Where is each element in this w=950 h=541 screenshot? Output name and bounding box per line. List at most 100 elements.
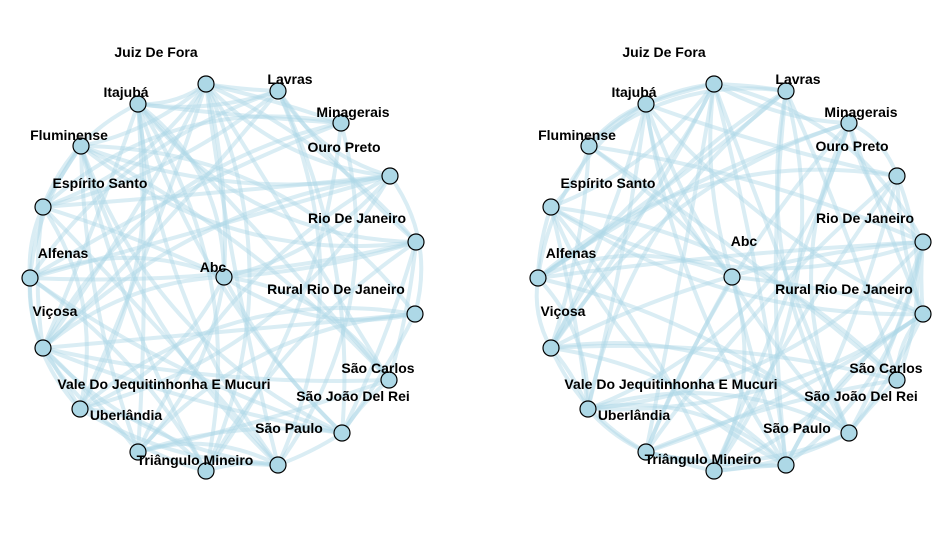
- edge-triangulo-mineiro-abc: [712, 275, 747, 473]
- edge-lavras-vicosa: [41, 89, 280, 350]
- edge-sao-paulo-abc: [730, 275, 788, 467]
- edge-sao-joao-del-rei-uberlandia: [644, 431, 851, 464]
- node-triangulo-mineiro: [197, 462, 215, 480]
- edge-rio-de-janeiro-abc: [222, 240, 418, 279]
- node-vicosa: [542, 339, 560, 357]
- node-label-sao-carlos: São Carlos: [849, 360, 922, 376]
- node-minagerais: [840, 114, 858, 132]
- edge-vicosa-fluminense: [549, 144, 591, 350]
- node-label-sao-joao-del-rei: São João Del Rei: [804, 388, 918, 404]
- node-alfenas: [21, 269, 39, 287]
- edge-fluminense-abc: [587, 144, 734, 279]
- edge-sao-carlos-fluminense: [79, 144, 391, 382]
- edge-sao-carlos-vicosa: [549, 343, 899, 382]
- edge-rural-rio-de-janeiro-sao-paulo: [784, 312, 925, 467]
- edge-juiz-de-fora-fluminense: [79, 82, 208, 148]
- edge-rio-de-janeiro-fluminense: [79, 144, 418, 249]
- node-sao-joao-del-rei: [333, 424, 351, 442]
- edge-ouro-preto-alfenas: [536, 167, 899, 280]
- node-label-espirito-santo: Espírito Santo: [561, 175, 656, 191]
- edge-rio-de-janeiro-sao-carlos: [387, 240, 418, 382]
- node-sao-carlos: [888, 371, 906, 389]
- edge-ouro-preto-espirito-santo: [41, 174, 392, 209]
- node-ouro-preto: [888, 167, 906, 185]
- edge-alfenas-abc: [536, 253, 734, 280]
- edge-minagerais-triangulo-mineiro: [712, 121, 851, 473]
- edge-minagerais-alfenas: [536, 121, 851, 280]
- edge-lavras-itajuba: [136, 89, 280, 109]
- edge-vale-do-jequitinhonha-e-mucuri-alfenas: [536, 276, 591, 411]
- node-label-sao-paulo: São Paulo: [255, 420, 323, 436]
- edge-sao-paulo-vicosa: [41, 346, 280, 467]
- node-sao-paulo: [269, 456, 287, 474]
- edge-minagerais-sao-paulo: [276, 121, 359, 467]
- node-juiz-de-fora: [705, 75, 723, 93]
- label-layer: Juiz De Fora Lavras Minagerais Ouro Preto Ri…: [30, 44, 415, 468]
- node-sao-joao-del-rei: [840, 424, 858, 442]
- node-label-minagerais: Minagerais: [824, 104, 897, 120]
- edge-rural-rio-de-janeiro-espirito-santo: [549, 205, 925, 317]
- edge-lavras-alfenas: [28, 89, 280, 280]
- label-layer: Juiz De Fora Lavras Minagerais Ouro Preto Ri…: [538, 44, 923, 467]
- node-fluminense: [580, 137, 598, 155]
- edge-ouro-preto-rural-rio-de-janeiro: [895, 174, 925, 316]
- edge-lavras-sao-paulo: [276, 89, 323, 467]
- edge-rural-rio-de-janeiro-vale-do-jequitinhonha-e-mucuri: [586, 312, 925, 412]
- edge-juiz-de-fora-vale-do-jequitinhonha-e-mucuri: [78, 82, 208, 411]
- network-graph-left: Juiz De Fora Lavras Minagerais Ouro Preto Ri…: [21, 44, 425, 480]
- node-abc: [215, 268, 233, 286]
- edge-rio-de-janeiro-fluminense: [587, 144, 925, 244]
- edge-lavras-ouro-preto: [276, 89, 392, 178]
- node-espirito-santo: [34, 198, 52, 216]
- node-itajuba: [129, 95, 147, 113]
- edge-juiz-de-fora-espirito-santo: [549, 82, 716, 209]
- edge-rural-rio-de-janeiro-sao-joao-del-rei: [340, 312, 417, 435]
- edge-rural-rio-de-janeiro-vale-do-jequitinhonha-e-mucuri: [78, 305, 417, 411]
- edge-juiz-de-fora-rio-de-janeiro: [204, 82, 418, 244]
- node-label-lavras: Lavras: [775, 71, 820, 87]
- edge-vale-do-jequitinhonha-e-mucuri-espirito-santo: [41, 205, 89, 411]
- node-abc: [723, 268, 741, 286]
- edge-uberlandia-abc: [644, 275, 734, 454]
- edge-vale-do-jequitinhonha-e-mucuri-espirito-santo: [549, 205, 590, 411]
- node-vale-do-jequitinhonha-e-mucuri: [71, 400, 89, 418]
- edge-rio-de-janeiro-itajuba: [136, 102, 418, 244]
- edge-sao-carlos-vicosa: [41, 346, 391, 383]
- edge-sao-paulo-vicosa: [549, 346, 788, 467]
- edge-ouro-preto-alfenas: [28, 174, 392, 280]
- edge-uberlandia-itajuba: [136, 102, 146, 454]
- edge-lavras-sao-joao-del-rei: [775, 89, 851, 435]
- edge-sao-carlos-uberlandia: [644, 378, 899, 454]
- node-label-vale-do-jequitinhonha-e-mucuri: Vale Do Jequitinhonha E Mucuri: [57, 376, 270, 392]
- edge-sao-paulo-itajuba: [644, 102, 788, 467]
- edge-ouro-preto-uberlandia: [136, 174, 392, 454]
- node-alfenas: [529, 269, 547, 287]
- node-lavras: [269, 82, 287, 100]
- edge-sao-joao-del-rei-vale-do-jequitinhonha-e-mucuri: [586, 391, 851, 435]
- edge-rural-rio-de-janeiro-fluminense: [79, 144, 417, 316]
- edge-triangulo-mineiro-fluminense: [79, 144, 208, 473]
- node-label-sao-joao-del-rei: São João Del Rei: [296, 388, 410, 404]
- edge-uberlandia-vicosa: [41, 346, 140, 454]
- node-label-juiz-de-fora: Juiz De Fora: [114, 44, 197, 60]
- edge-triangulo-mineiro-vicosa: [41, 346, 208, 473]
- node-label-triangulo-mineiro: Triângulo Mineiro: [645, 451, 762, 467]
- edge-juiz-de-fora-alfenas: [536, 82, 716, 280]
- node-layer: [529, 75, 932, 480]
- edge-triangulo-mineiro-espirito-santo: [549, 205, 716, 473]
- edge-vicosa-itajuba: [549, 102, 648, 350]
- edge-minagerais-espirito-santo: [41, 114, 343, 209]
- edge-juiz-de-fora-sao-paulo: [204, 82, 280, 467]
- edge-juiz-de-fora-minagerais: [204, 82, 343, 125]
- edge-vale-do-jequitinhonha-e-mucuri-abc: [78, 275, 226, 411]
- node-itajuba: [637, 95, 655, 113]
- node-label-itajuba: Itajubá: [611, 84, 656, 100]
- edge-itajuba-abc: [644, 102, 734, 279]
- edge-lavras-rio-de-janeiro: [276, 89, 418, 244]
- edge-rio-de-janeiro-sao-paulo: [784, 240, 925, 467]
- node-label-vicosa: Viçosa: [541, 303, 586, 319]
- edge-sao-carlos-itajuba: [136, 102, 391, 382]
- edge-sao-joao-del-rei-vicosa: [41, 346, 344, 435]
- edge-juiz-de-fora-sao-joao-del-rei: [712, 82, 851, 435]
- edge-juiz-de-fora-vicosa: [41, 82, 208, 350]
